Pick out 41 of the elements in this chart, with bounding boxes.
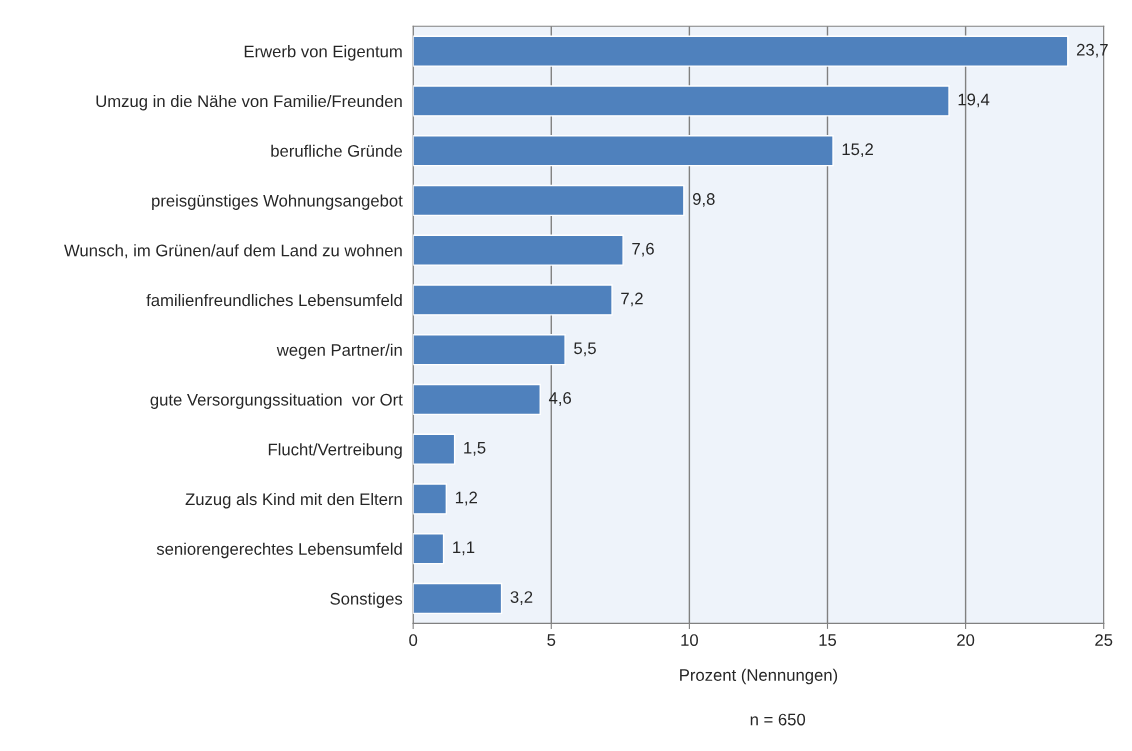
- text: n = 650: [750, 713, 806, 726]
- x-tick-label: 5: [547, 634, 556, 646]
- data-label: 7,6: [632, 242, 654, 257]
- bar: [413, 234, 624, 266]
- bar: [413, 135, 834, 167]
- bar: [413, 433, 456, 465]
- x-tick-label: 25: [1095, 634, 1113, 646]
- y-tick-label: Umzug in die Nähe von Familie/Freunden: [96, 94, 402, 111]
- data-label: 7,2: [621, 292, 643, 307]
- x-tick-label: 15: [819, 634, 837, 646]
- y-tick-label: wegen Partner/in: [276, 343, 402, 360]
- x-tick-label: 0: [409, 634, 418, 646]
- bar: [413, 582, 503, 615]
- bar: [413, 533, 445, 565]
- bar: [413, 35, 1069, 67]
- bar: [413, 483, 448, 515]
- data-label: 1,2: [455, 491, 477, 506]
- x-tick-label: 20: [957, 634, 975, 646]
- data-label: 1,5: [464, 442, 486, 456]
- y-tick-label: familienfreundliches Lebensumfeld: [146, 293, 402, 307]
- data-label: 1,1: [453, 541, 475, 556]
- y-tick-label: berufliche Gründe: [271, 144, 403, 157]
- data-label: 9,8: [692, 193, 715, 207]
- x-tick-label: 10: [681, 634, 699, 646]
- data-label: 15,2: [842, 143, 873, 158]
- bar: [413, 334, 566, 366]
- y-tick-label: preisgünstiges Wohnungsangebot: [152, 194, 403, 210]
- y-tick-label: Zuzug als Kind mit den Eltern: [185, 492, 402, 509]
- y-tick-label: gute Versorgungssituation vor Ort: [150, 393, 403, 409]
- y-tick-label: Wunsch, im Grünen/auf dem Land zu wohnen: [64, 244, 402, 259]
- y-tick-label: seniorengerechtes Lebensumfeld: [156, 542, 402, 559]
- bar: [413, 184, 685, 217]
- data-label: 5,5: [574, 342, 596, 357]
- bar: [413, 383, 541, 416]
- y-tick-label: Sonstiges: [330, 592, 403, 608]
- x-axis-title: Prozent (Nennungen): [680, 668, 838, 685]
- bar: [413, 85, 950, 117]
- bar: [413, 284, 613, 316]
- y-tick-label: Flucht/Vertreibung: [268, 443, 402, 459]
- data-label: 3,2: [510, 591, 533, 605]
- y-tick-label: Erwerb von Eigentum: [244, 45, 402, 61]
